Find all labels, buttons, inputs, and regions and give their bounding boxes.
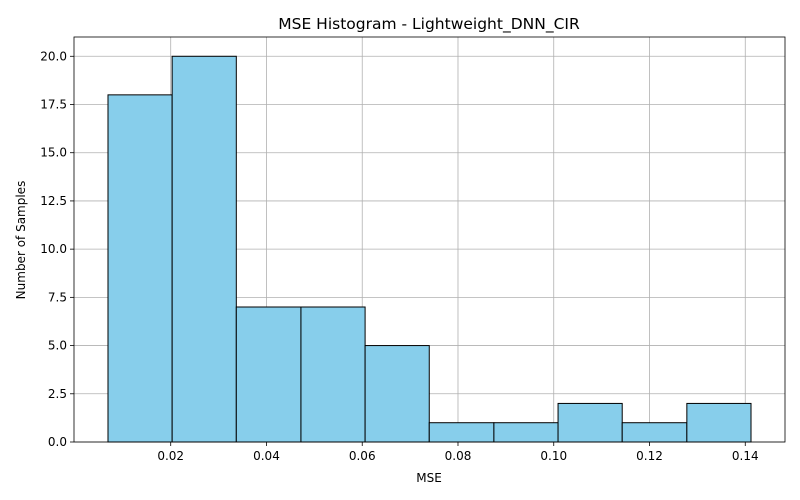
histogram-bar-4 [300,306,366,443]
histogram-bar-3 [235,306,302,443]
x-axis-ticks: 0.02 0.04 0.06 0.08 0.10 0.12 0.14 [157,442,759,463]
x-tick-label: 0.12 [636,449,663,463]
y-axis-title: Number of Samples [14,181,28,300]
x-tick-label: 0.14 [732,449,759,463]
y-tick-label: 17.5 [40,98,67,112]
x-tick-label: 0.04 [253,449,280,463]
histogram-bar-8 [557,402,623,443]
x-tick-label: 0.08 [445,449,472,463]
histogram-bar-9 [621,422,688,443]
x-tick-label: 0.10 [540,449,567,463]
histogram-bar-5 [364,345,430,443]
histogram-bar-6 [428,422,495,443]
x-tick-label: 0.02 [157,449,184,463]
y-tick-label: 15.0 [40,146,67,160]
histogram-bar-1 [107,94,173,443]
y-tick-label: 7.5 [48,290,67,304]
y-tick-label: 12.5 [40,194,67,208]
x-axis-title: MSE [416,471,442,485]
y-tick-label: 20.0 [40,49,67,63]
y-axis-ticks: 0.0 2.5 5.0 7.5 10.0 12.5 15.0 17.5 20.0 [40,49,74,449]
y-tick-label: 0.0 [48,435,67,449]
chart-title: MSE Histogram - Lightweight_DNN_CIR [278,15,580,34]
plot-frame [73,36,786,443]
y-tick-label: 2.5 [48,387,67,401]
histogram-bar-7 [493,422,559,443]
histogram-bar-10 [686,402,752,443]
histogram-bar-2 [171,55,237,443]
histogram-bars [107,55,752,443]
y-tick-label: 10.0 [40,242,67,256]
x-tick-label: 0.06 [349,449,376,463]
y-tick-label: 5.0 [48,339,67,353]
